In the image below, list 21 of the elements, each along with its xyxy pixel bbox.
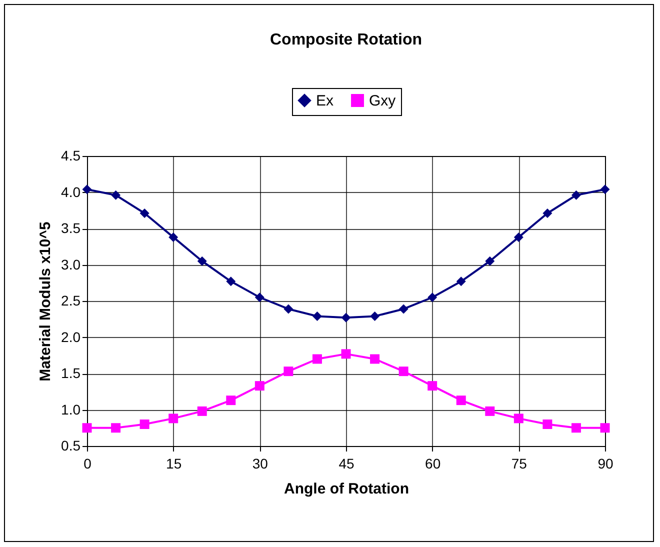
y-tick-label: 3.0: [61, 256, 81, 272]
y-axis-title: Material Moduls x10^5: [37, 222, 54, 382]
y-tick-label: 0.5: [61, 438, 81, 454]
y-tick-label: 2.0: [61, 328, 81, 345]
chart-title: Composite Rotation: [270, 32, 422, 48]
x-tick-label: 60: [425, 456, 441, 472]
x-tick-label: 30: [252, 456, 268, 472]
x-tick-label: 75: [511, 456, 528, 472]
legend-label: Gxy: [369, 92, 396, 110]
legend-label: Ex: [316, 92, 334, 110]
x-tick-label: 45: [338, 456, 354, 472]
y-tick-label: 1.5: [61, 365, 81, 381]
y-tick-label: 4.0: [61, 184, 81, 200]
x-tick-label: 15: [166, 456, 182, 472]
y-tick-label: 3.5: [61, 220, 81, 236]
x-tick-label: 0: [84, 456, 92, 472]
y-tick-label: 4.5: [61, 148, 81, 164]
y-tick-label: 2.5: [61, 292, 81, 308]
x-axis-title: Angle of Rotation: [284, 480, 409, 498]
x-tick-label: 90: [598, 456, 614, 472]
y-tick-label: 1.0: [61, 401, 81, 418]
